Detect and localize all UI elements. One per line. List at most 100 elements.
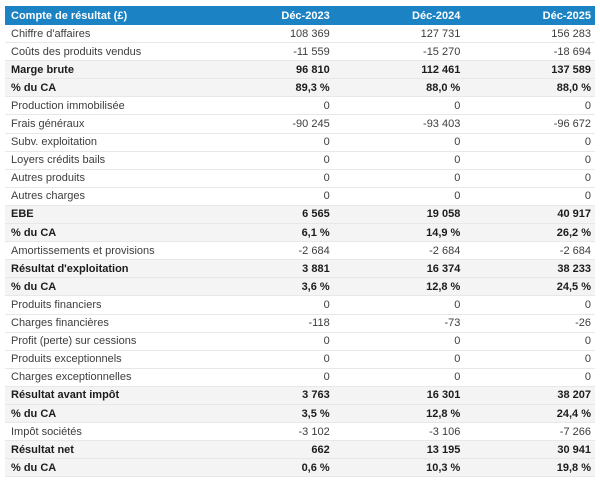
cell-value: 0 [333,187,465,206]
cell-value: 0 [464,332,595,351]
cell-value: 127 731 [333,25,465,44]
cell-value: -96 672 [464,114,595,134]
cell-value: 16 301 [333,386,465,405]
cell-value: -3 106 [333,422,465,442]
cell-value: 0 [333,96,465,116]
table-body: Chiffre d'affaires 108 369 127 731 156 2… [5,25,595,478]
row-label: Résultat d'exploitation [5,259,204,279]
cell-value: 0 [203,368,334,387]
cell-value: 88,0 % [464,78,595,98]
table-row: Résultat d'exploitation 3 881 16 374 38 … [5,259,595,279]
cell-value: 24,4 % [464,404,595,424]
cell-value: 0 [203,151,334,170]
cell-value: 96 810 [203,60,334,80]
cell-value: -2 684 [203,241,334,261]
table-row: Marge brute 96 810 112 461 137 589 [5,60,595,80]
row-label: Profit (perte) sur cessions [5,332,204,351]
cell-value: -11 559 [203,42,334,62]
cell-value: 13 195 [333,440,465,460]
row-label: Produits exceptionnels [5,350,204,369]
row-label: % du CA [5,223,204,243]
column-header-dec-2025: Déc-2025 [464,6,595,25]
cell-value: 0 [464,295,595,315]
table-row: Résultat avant impôt 3 763 16 301 38 207 [5,386,595,405]
cell-value: 0 [203,295,334,315]
table-row: % du CA 89,3 % 88,0 % 88,0 % [5,78,595,98]
row-label: Coûts des produits vendus [5,42,204,62]
cell-value: 137 589 [464,60,595,80]
cell-value: 0 [203,332,334,351]
cell-value: 0 [203,350,334,369]
table-row: Frais généraux -90 245 -93 403 -96 672 [5,114,595,134]
table-row: EBE 6 565 19 058 40 917 [5,205,595,225]
row-label: Impôt sociétés [5,422,204,442]
cell-value: 89,3 % [203,78,334,98]
cell-value: 0 [464,187,595,206]
row-label: % du CA [5,404,204,424]
cell-value: 0 [464,368,595,387]
row-label: Résultat net [5,440,204,460]
cell-value: 0 [333,151,465,170]
cell-value: 0 [464,96,595,116]
cell-value: -2 684 [464,241,595,261]
row-label: Chiffre d'affaires [5,25,204,44]
compte-de-resultat-table: Compte de résultat (£) Déc-2023 Déc-2024… [5,6,595,478]
table-title: Compte de résultat (£) [5,6,204,25]
row-label: Marge brute [5,60,204,80]
cell-value: 14,9 % [333,223,465,243]
cell-value: 10,3 % [333,458,465,478]
column-header-dec-2024: Déc-2024 [333,6,465,25]
cell-value: -93 403 [333,114,465,134]
row-label: % du CA [5,277,204,297]
column-header-dec-2023: Déc-2023 [203,6,334,25]
cell-value: -3 102 [203,422,334,442]
cell-value: 0 [203,187,334,206]
table-row: Impôt sociétés -3 102 -3 106 -7 266 [5,422,595,442]
cell-value: -26 [464,314,595,333]
cell-value: 108 369 [203,25,334,44]
cell-value: -7 266 [464,422,595,442]
cell-value: 24,5 % [464,277,595,297]
row-label: Loyers crédits bails [5,151,204,170]
cell-value: -90 245 [203,114,334,134]
table-row: Amortissements et provisions -2 684 -2 6… [5,241,595,261]
row-label: Production immobilisée [5,96,204,116]
cell-value: 0 [464,151,595,170]
row-label: Subv. exploitation [5,133,204,152]
cell-value: -118 [203,314,334,333]
table-row: % du CA 3,5 % 12,8 % 24,4 % [5,404,595,424]
cell-value: 0,6 % [203,458,334,478]
cell-value: 38 233 [464,259,595,279]
row-label: Autres produits [5,169,204,188]
income-statement-table: Compte de résultat (£) Déc-2023 Déc-2024… [5,6,595,478]
row-label: % du CA [5,458,204,478]
cell-value: 30 941 [464,440,595,460]
table-row: % du CA 6,1 % 14,9 % 26,2 % [5,223,595,243]
cell-value: 0 [464,169,595,188]
row-label: Frais généraux [5,114,204,134]
row-label: Charges financières [5,314,204,333]
table-row: Production immobilisée 0 0 0 [5,96,595,116]
cell-value: 0 [464,133,595,152]
cell-value: 40 917 [464,205,595,225]
cell-value: 0 [203,169,334,188]
cell-value: 12,8 % [333,277,465,297]
table-row: Profit (perte) sur cessions 0 0 0 [5,332,595,351]
table-row: Produits financiers 0 0 0 [5,295,595,315]
cell-value: 156 283 [464,25,595,44]
table-row: Autres charges 0 0 0 [5,187,595,206]
cell-value: 0 [333,350,465,369]
table-row: Charges financières -118 -73 -26 [5,314,595,333]
cell-value: 16 374 [333,259,465,279]
cell-value: 112 461 [333,60,465,80]
table-row: Subv. exploitation 0 0 0 [5,133,595,152]
cell-value: 88,0 % [333,78,465,98]
cell-value: -15 270 [333,42,465,62]
cell-value: 0 [333,133,465,152]
table-row: Produits exceptionnels 0 0 0 [5,350,595,369]
cell-value: 6,1 % [203,223,334,243]
cell-value: 0 [203,96,334,116]
cell-value: 19 058 [333,205,465,225]
table-row: % du CA 0,6 % 10,3 % 19,8 % [5,458,595,478]
table-row: Résultat net 662 13 195 30 941 [5,440,595,460]
